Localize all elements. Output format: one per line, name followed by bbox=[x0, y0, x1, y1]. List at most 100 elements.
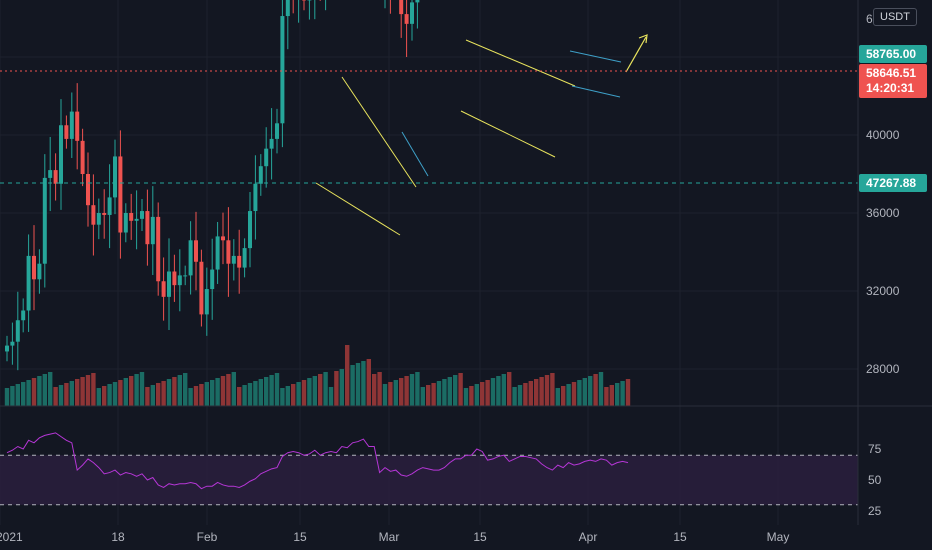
volume-bar bbox=[453, 375, 458, 406]
volume-bar bbox=[550, 373, 555, 406]
volume-bar bbox=[253, 381, 258, 406]
candle-body bbox=[96, 213, 101, 225]
candle-body bbox=[42, 177, 47, 264]
volume-bar bbox=[129, 376, 134, 406]
last-price-badge-bg bbox=[859, 64, 927, 98]
volume-bar bbox=[145, 387, 150, 406]
candle-body bbox=[410, 2, 414, 24]
candle-body bbox=[59, 125, 63, 184]
volume-bar bbox=[328, 387, 334, 406]
volume-bar bbox=[490, 378, 496, 406]
candle-body bbox=[275, 123, 279, 139]
trend-drawings bbox=[315, 34, 648, 236]
volume-bar bbox=[64, 383, 69, 406]
time-tick: 2021 bbox=[0, 530, 23, 544]
volume-bar bbox=[242, 385, 247, 406]
candle-body bbox=[172, 271, 177, 286]
volume-bar bbox=[555, 388, 560, 406]
candle-body bbox=[226, 240, 231, 264]
candle-body bbox=[91, 205, 96, 225]
volume-bar bbox=[85, 375, 91, 406]
volume-bar bbox=[463, 388, 469, 406]
candle-body bbox=[199, 261, 204, 315]
candle-body bbox=[210, 269, 215, 290]
rsi-line bbox=[6, 432, 629, 490]
volume-bar bbox=[523, 383, 528, 406]
volume-bar bbox=[69, 381, 74, 406]
candle-body bbox=[75, 111, 80, 141]
candle-body bbox=[285, 0, 290, 17]
volume-bar bbox=[177, 375, 182, 406]
volume-bar bbox=[561, 386, 566, 406]
volume-bar bbox=[112, 382, 118, 406]
volume-bar bbox=[582, 378, 587, 406]
volume-bar bbox=[404, 376, 409, 406]
volume-bar bbox=[609, 385, 614, 406]
candle-body bbox=[21, 310, 26, 321]
time-tick: Apr bbox=[579, 530, 598, 544]
volume-bar bbox=[285, 386, 290, 406]
volume-bar bbox=[296, 382, 301, 406]
candle-body bbox=[404, 14, 409, 24]
price-tick: 32000 bbox=[866, 284, 900, 298]
volume-bar bbox=[377, 372, 382, 406]
rsi-pane: 25 50 75 bbox=[0, 405, 932, 518]
candle-body bbox=[253, 183, 258, 212]
candle-body bbox=[221, 236, 225, 241]
volume-bar bbox=[199, 384, 204, 406]
candle-body bbox=[264, 148, 269, 167]
candle-body bbox=[258, 166, 263, 184]
candle-body bbox=[129, 213, 134, 221]
candle-body bbox=[194, 240, 198, 262]
volume-bar bbox=[48, 372, 53, 406]
price-axis: 2800032000360004000044000480005200056000… bbox=[857, 0, 900, 525]
candlesticks bbox=[5, 0, 420, 371]
volume-bar bbox=[469, 386, 474, 406]
volume-bar bbox=[577, 380, 582, 406]
volume-bar bbox=[480, 382, 485, 406]
volume-bar bbox=[474, 384, 479, 406]
volume-bar bbox=[625, 379, 631, 406]
volume-bar bbox=[118, 380, 123, 406]
volume-bar bbox=[156, 383, 161, 406]
volume-bar bbox=[593, 374, 598, 406]
candle-body bbox=[118, 156, 123, 233]
time-tick: 15 bbox=[293, 530, 307, 544]
volume-bar bbox=[436, 381, 442, 406]
candle-body bbox=[123, 213, 128, 233]
volume-bar bbox=[539, 377, 544, 406]
volume-bar bbox=[4, 388, 10, 406]
candle-body bbox=[102, 213, 107, 215]
horizontal-levels bbox=[0, 70, 858, 184]
volume-bar bbox=[204, 382, 209, 406]
volume-bar bbox=[247, 383, 253, 406]
volume-bar bbox=[226, 374, 231, 406]
support-badge-text: 47267.88 bbox=[866, 176, 916, 190]
level-badge-bg bbox=[859, 45, 927, 63]
candle-body bbox=[86, 174, 90, 206]
volume-bar bbox=[215, 378, 220, 406]
candle-body bbox=[248, 211, 252, 249]
candle-body bbox=[10, 341, 15, 346]
volume-bar bbox=[382, 384, 388, 406]
currency-button[interactable]: USDT bbox=[873, 8, 917, 26]
volume-bar bbox=[517, 385, 523, 406]
last-price-badge-text: 14:20:31 bbox=[866, 81, 914, 95]
volume-bar bbox=[323, 372, 328, 406]
price-tick: 40000 bbox=[866, 128, 900, 142]
trend-line bbox=[465, 39, 576, 87]
candle-body bbox=[215, 236, 220, 270]
candle-body bbox=[280, 16, 285, 124]
candle-body bbox=[15, 320, 20, 342]
candle-body bbox=[5, 345, 9, 352]
candle-body bbox=[242, 248, 247, 268]
trend-line bbox=[569, 50, 622, 63]
volume-bar bbox=[220, 376, 226, 406]
volume-bar bbox=[388, 382, 393, 406]
candle-body bbox=[53, 170, 58, 184]
candle-body bbox=[167, 271, 171, 297]
volume-bar bbox=[588, 376, 593, 406]
volume-bar bbox=[166, 379, 172, 406]
